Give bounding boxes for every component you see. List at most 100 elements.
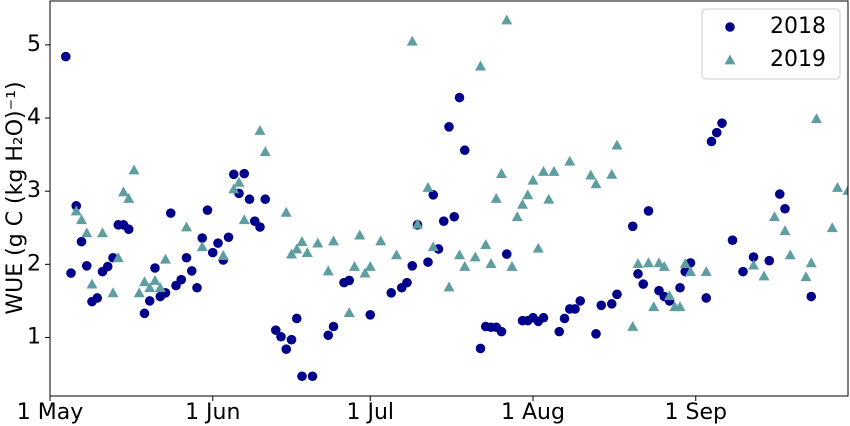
point [301, 247, 313, 258]
point [506, 261, 518, 271]
point [438, 216, 449, 226]
point [559, 313, 570, 324]
point [81, 227, 93, 238]
point [653, 257, 665, 268]
point [375, 235, 387, 246]
point [679, 258, 691, 269]
point [228, 183, 240, 194]
plot-points [60, 14, 848, 382]
point [769, 211, 780, 222]
point [527, 174, 539, 185]
legend-label: 2019 [770, 47, 826, 72]
point [76, 236, 87, 247]
point [291, 313, 302, 324]
point [748, 252, 759, 262]
point [748, 259, 759, 270]
x-tick-label: 1 Jun [185, 400, 240, 425]
point [591, 329, 601, 339]
point [685, 266, 696, 277]
point [139, 276, 150, 287]
point [391, 249, 402, 260]
point [774, 189, 785, 199]
point [811, 113, 822, 124]
point [192, 282, 202, 293]
point [627, 221, 638, 232]
point [328, 235, 339, 246]
point [407, 260, 418, 271]
point [260, 194, 271, 205]
point [480, 239, 492, 249]
point [364, 261, 376, 271]
point [538, 312, 549, 323]
plot-frame [49, 0, 849, 397]
point [658, 261, 670, 271]
point [223, 232, 234, 243]
legend-label: 2018 [770, 14, 826, 39]
point [443, 281, 455, 292]
point [238, 214, 250, 225]
point [181, 221, 192, 232]
point [717, 118, 727, 128]
point [149, 274, 161, 285]
point [454, 249, 465, 260]
point [118, 186, 129, 197]
point [469, 251, 481, 262]
point [800, 271, 812, 282]
point [611, 139, 623, 150]
point [150, 263, 160, 273]
legend: 2018 2019 [701, 8, 841, 80]
point [423, 257, 433, 267]
point [638, 279, 649, 289]
point [165, 208, 176, 218]
point [322, 265, 334, 276]
point [386, 288, 397, 298]
point [81, 260, 92, 271]
x-tick-label: 1 Jul [346, 400, 394, 425]
point [496, 326, 507, 337]
point [842, 184, 848, 195]
point [700, 266, 712, 277]
point [779, 225, 791, 236]
y-axis-label: WUE (g C (kg H₂O)⁻¹) [3, 81, 28, 314]
point [197, 233, 208, 243]
point [139, 308, 150, 319]
point [412, 218, 423, 229]
point [459, 145, 470, 156]
point [475, 343, 486, 354]
point [354, 229, 366, 240]
point [181, 252, 192, 263]
point [270, 325, 281, 335]
point [286, 248, 297, 259]
point [244, 194, 255, 205]
point [826, 222, 838, 233]
point [123, 224, 134, 235]
point [427, 241, 439, 252]
point [543, 193, 555, 204]
point [323, 330, 334, 341]
point [213, 238, 223, 248]
point [449, 211, 460, 222]
point [627, 321, 639, 331]
point [66, 268, 76, 278]
point [564, 155, 576, 166]
point [606, 168, 618, 179]
legend-marker [724, 54, 736, 65]
point [276, 331, 286, 342]
point [312, 237, 324, 248]
point [590, 178, 602, 189]
point [596, 300, 607, 311]
point [255, 222, 265, 232]
point [674, 301, 686, 312]
point [780, 203, 790, 214]
point [344, 275, 355, 286]
point [444, 122, 454, 132]
point [402, 277, 412, 288]
point [784, 249, 796, 260]
point [806, 291, 817, 302]
point [296, 236, 308, 247]
point [107, 287, 119, 298]
x-tick-label: 1 May [17, 400, 83, 425]
point [343, 307, 355, 318]
point [202, 205, 213, 216]
